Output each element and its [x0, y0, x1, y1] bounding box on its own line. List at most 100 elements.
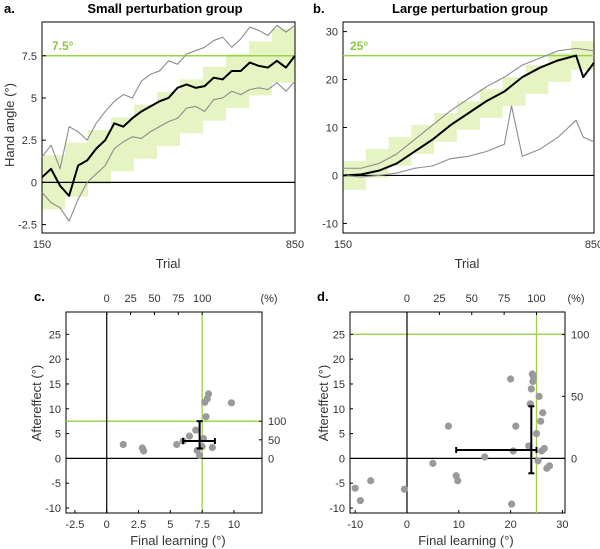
panel-d-ytick-label: 25 — [333, 329, 345, 341]
panel-c-letter: c. — [34, 289, 45, 304]
panel-d-top-tick-label: 0 — [404, 293, 410, 305]
panel-a-ytick-label: 0 — [31, 177, 37, 189]
panel-d-top-tick-label: 25 — [433, 293, 445, 305]
panel-d-top-tick-label: 50 — [466, 293, 478, 305]
panel-a-ytick-label: 5 — [31, 93, 37, 105]
panel-d-ytick-label: 20 — [333, 354, 345, 366]
panel-d-ylabel: Aftereffect (°) — [316, 365, 331, 441]
panel-d-data-point — [507, 375, 515, 383]
panel-d-xtick-label: -10 — [347, 519, 363, 531]
panel-c-right-tick-label: 100 — [268, 416, 286, 428]
panel-c-ytick-label: -10 — [45, 503, 61, 515]
panel-a-xtick-label: 850 — [286, 239, 304, 251]
panel-c-xtick-label: 10 — [228, 519, 240, 531]
panel-d-data-point — [351, 484, 359, 492]
panel-c-top-tick-label: 50 — [148, 293, 160, 305]
panel-a-perturbation-step — [249, 41, 272, 96]
panel-c-data-point — [192, 426, 200, 434]
panel-a-title: Small perturbation group — [87, 1, 242, 16]
panel-d-ytick-label: 0 — [339, 453, 345, 465]
panel-d-ytick-label: -10 — [329, 503, 345, 515]
panel-d-data-point — [508, 500, 516, 508]
panel-a-ytick-label: 7.5 — [22, 51, 37, 63]
panel-d-data-point — [539, 409, 547, 417]
panel-d-data-point — [534, 457, 542, 465]
panel-c-data-point — [119, 440, 127, 449]
panel-b-series-mean — [342, 54, 595, 177]
panel-c-top-tick-label: 100 — [193, 293, 211, 305]
panel-a-xtick-label: 150 — [33, 239, 51, 251]
panel-c-data-point — [202, 413, 210, 421]
panel-a-xlabel: Trial — [156, 256, 181, 271]
panel-b-ytick-label: 10 — [326, 123, 338, 135]
panel-d-data-point — [537, 417, 545, 425]
panel-c-data-point — [173, 440, 181, 449]
panel-b-perturbation-step — [411, 125, 435, 154]
panel-d-xtick-label: 0 — [404, 519, 410, 531]
panel-d-xtick-label: 20 — [504, 519, 516, 531]
panel-b-perturbation-step — [548, 53, 572, 82]
panel-a-perturbation-step — [111, 117, 134, 172]
panel-c-xtick-label: 0 — [104, 519, 110, 531]
panel-c-data-point — [140, 447, 148, 455]
panel-d-data-point — [454, 477, 462, 485]
panel-d-ytick-label: 5 — [339, 429, 345, 441]
panel-b-xlabel: Trial — [455, 256, 480, 271]
panel-b-ytick-label: -10 — [322, 218, 338, 230]
panel-c-top-tick-label: 75 — [172, 293, 184, 305]
panel-c-xlabel: Final learning (°) — [130, 533, 226, 548]
panel-d-right-tick-label: 50 — [571, 391, 583, 403]
panel-b: b. Large perturbation group -10 0 10 20 30 15… — [313, 1, 600, 271]
panel-d-data-point — [429, 459, 437, 467]
panel-a-perturbation-step — [180, 79, 203, 134]
panel-a-ylabel: Hand angle (°) — [2, 83, 17, 167]
panel-d-data-point — [512, 422, 520, 430]
panel-a-series-upper — [41, 24, 296, 170]
panel-d-ytick-label: 15 — [333, 379, 345, 391]
panel-c-percent-label: (%) — [260, 293, 277, 305]
panel-d-data-point — [481, 453, 489, 461]
panel-a-series-mean — [41, 55, 296, 197]
panel-b-target-label: 25° — [350, 39, 368, 53]
panel-d-data-point — [532, 429, 541, 438]
panel-c-xtick-label: 7.5 — [195, 519, 210, 531]
panel-b-xtick-label: 150 — [334, 239, 352, 251]
panel-b-perturbation-step — [434, 113, 458, 142]
panel-d-xtick-label: 30 — [556, 519, 568, 531]
panel-d-data-point — [535, 392, 543, 400]
panel-d-xtick-label: 10 — [453, 519, 465, 531]
panel-c-ytick-label: -5 — [51, 478, 61, 490]
panel-d-data-point — [545, 462, 554, 470]
panel-a: a. Small perturbation group -2.5 0 2.5 5 7.5… — [2, 1, 304, 271]
panel-b-ytick-label: 30 — [326, 27, 338, 39]
panel-d-data-point — [367, 477, 375, 485]
panel-c-data-point — [185, 432, 194, 440]
panel-c-ylabel: Aftereffect (°) — [29, 365, 44, 441]
panel-d-data-point — [400, 485, 408, 493]
panel-b-ytick-label: 20 — [326, 75, 338, 87]
panel-c-axes-box — [65, 311, 263, 514]
panel-d-data-point — [444, 422, 453, 430]
panel-a-perturbation-step — [157, 92, 180, 147]
panel-d-top-tick-label: 75 — [498, 293, 510, 305]
panel-d-ytick-label: -5 — [335, 478, 345, 490]
panel-c-ytick-label: 10 — [49, 404, 61, 416]
panel-a-axes-box — [41, 21, 296, 234]
panel-b-series-upper — [343, 47, 595, 169]
panel-c-right-tick-label: 50 — [268, 435, 280, 447]
panel-d-right-tick-label: 100 — [571, 329, 589, 341]
panel-c-ytick-label: 15 — [49, 379, 61, 391]
panel-a-perturbation-step — [203, 66, 226, 121]
panel-c-top-tick-label: 0 — [104, 293, 110, 305]
panel-a-ytick-label: 2.5 — [22, 135, 37, 147]
panel-a-perturbation-step — [226, 54, 249, 109]
panel-d-data-point — [527, 385, 535, 393]
panel-d: d. -10 -5 0 5 10 15 20 25 -10 0 10 20 30 0 25 50 75 100 0 5… — [316, 289, 589, 548]
panel-a-series-lower — [41, 80, 296, 222]
panel-b-series-lower — [342, 105, 595, 178]
panel-d-xlabel: Final learning (°) — [418, 533, 514, 548]
panel-a-ytick-label: -2.5 — [18, 220, 37, 232]
